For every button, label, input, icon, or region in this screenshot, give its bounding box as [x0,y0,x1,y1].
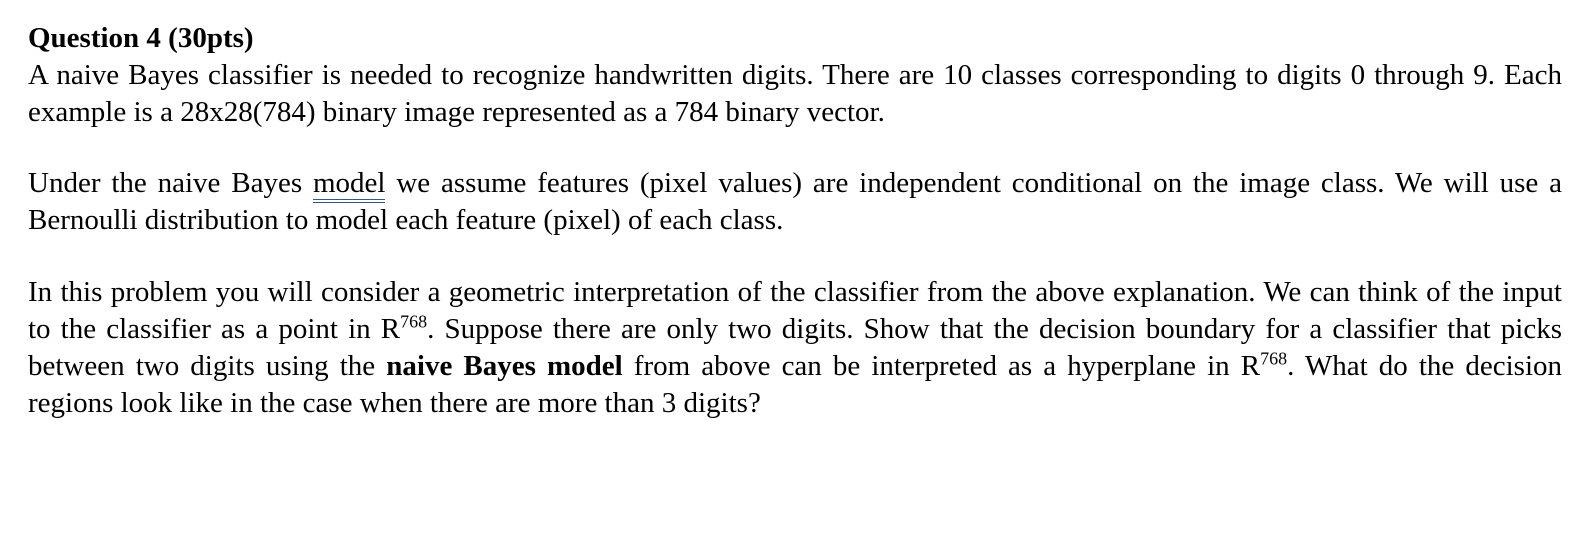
document-page: Question 4 (30pts) A naive Bayes classif… [0,0,1590,450]
r-base-1: R [381,313,400,345]
underlined-word-model: model [313,167,386,203]
p1-text: A naive Bayes classifier is needed to re… [28,59,1562,128]
p2-text-a: Under the naive Bayes [28,167,313,199]
paragraph-3: In this problem you will consider a geom… [28,274,1562,422]
r-base-2: R [1241,350,1260,382]
bold-naive-bayes-model: naive Bayes model [386,350,622,382]
r768-second: R768 [1241,350,1287,382]
r-exp-2: 768 [1260,348,1287,368]
r768-first: R768 [381,313,427,345]
r-exp-1: 768 [400,311,427,331]
p3-text-c: from above can be interpreted as a hyper… [623,350,1241,382]
question-heading: Question 4 (30pts) [28,22,254,54]
paragraph-2: Under the naive Bayes model we assume fe… [28,165,1562,239]
paragraph-1: Question 4 (30pts) A naive Bayes classif… [28,20,1562,131]
